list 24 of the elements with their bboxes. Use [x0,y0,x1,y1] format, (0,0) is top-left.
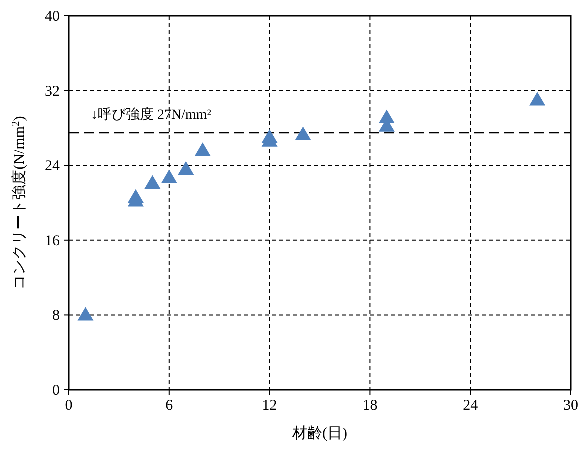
x-tick-label: 18 [362,398,378,414]
x-tick-label: 30 [564,398,578,414]
x-tick-label: 24 [463,398,479,414]
point [78,307,94,321]
point [144,175,161,189]
point [262,130,278,144]
x-tick-label: 0 [65,398,73,414]
x-axis-title: 材齢(日) [292,425,348,442]
point [530,92,546,106]
ref-line-label: ↓呼び強度 27N/mm² [91,106,212,123]
y-tick-label: 16 [45,233,60,250]
point [378,110,395,124]
point [178,161,194,175]
y-tick-label: 8 [52,308,60,324]
x-tick-label: 6 [166,398,174,414]
point [161,170,178,184]
point [295,126,312,140]
point [194,142,211,156]
y-tick-label: 32 [45,84,60,100]
point [128,189,144,203]
y-tick-label: 0 [52,383,60,399]
y-tick-label: 24 [45,158,60,175]
x-tick-label: 12 [262,398,278,414]
y-tick-label: 40 [45,9,60,25]
